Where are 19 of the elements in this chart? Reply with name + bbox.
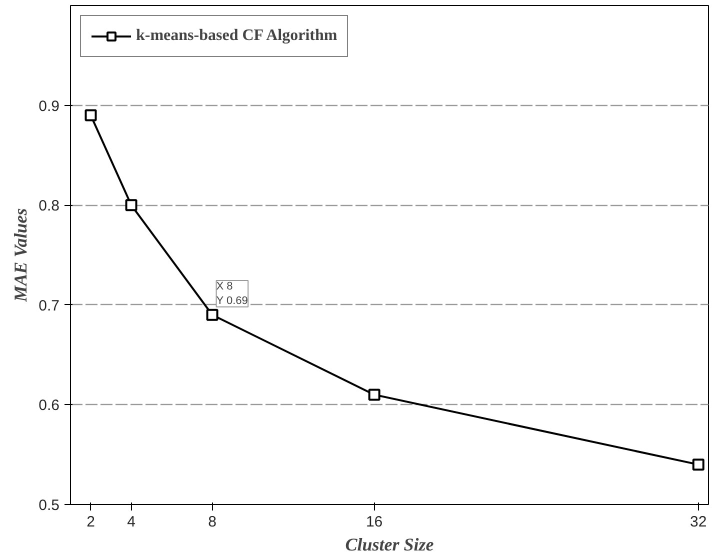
y-tick-label: 0.5 [38, 497, 60, 514]
y-tick-label: 0.6 [38, 397, 60, 414]
point [125, 199, 138, 212]
x-axis-title: Cluster Size [345, 534, 434, 554]
x-tick-label: 32 [690, 514, 707, 530]
y-axis-title: MAE Values [10, 208, 31, 303]
annotation: X 8 Y 0.69 [216, 280, 248, 307]
legend-label: k-means-based CF Algorithm [136, 27, 338, 45]
x-tick-label: 16 [366, 514, 383, 530]
point [368, 388, 380, 401]
x-tick-label: 8 [208, 514, 216, 530]
point [206, 308, 218, 321]
x-tick-label: 2 [86, 514, 95, 530]
y-tick-label: 0.8 [38, 198, 60, 215]
point [692, 458, 704, 471]
y-tick-label: 0.7 [38, 297, 60, 314]
point [84, 109, 97, 122]
x-tick-label: 4 [127, 514, 136, 530]
y-tick-label: 0.9 [38, 98, 60, 115]
